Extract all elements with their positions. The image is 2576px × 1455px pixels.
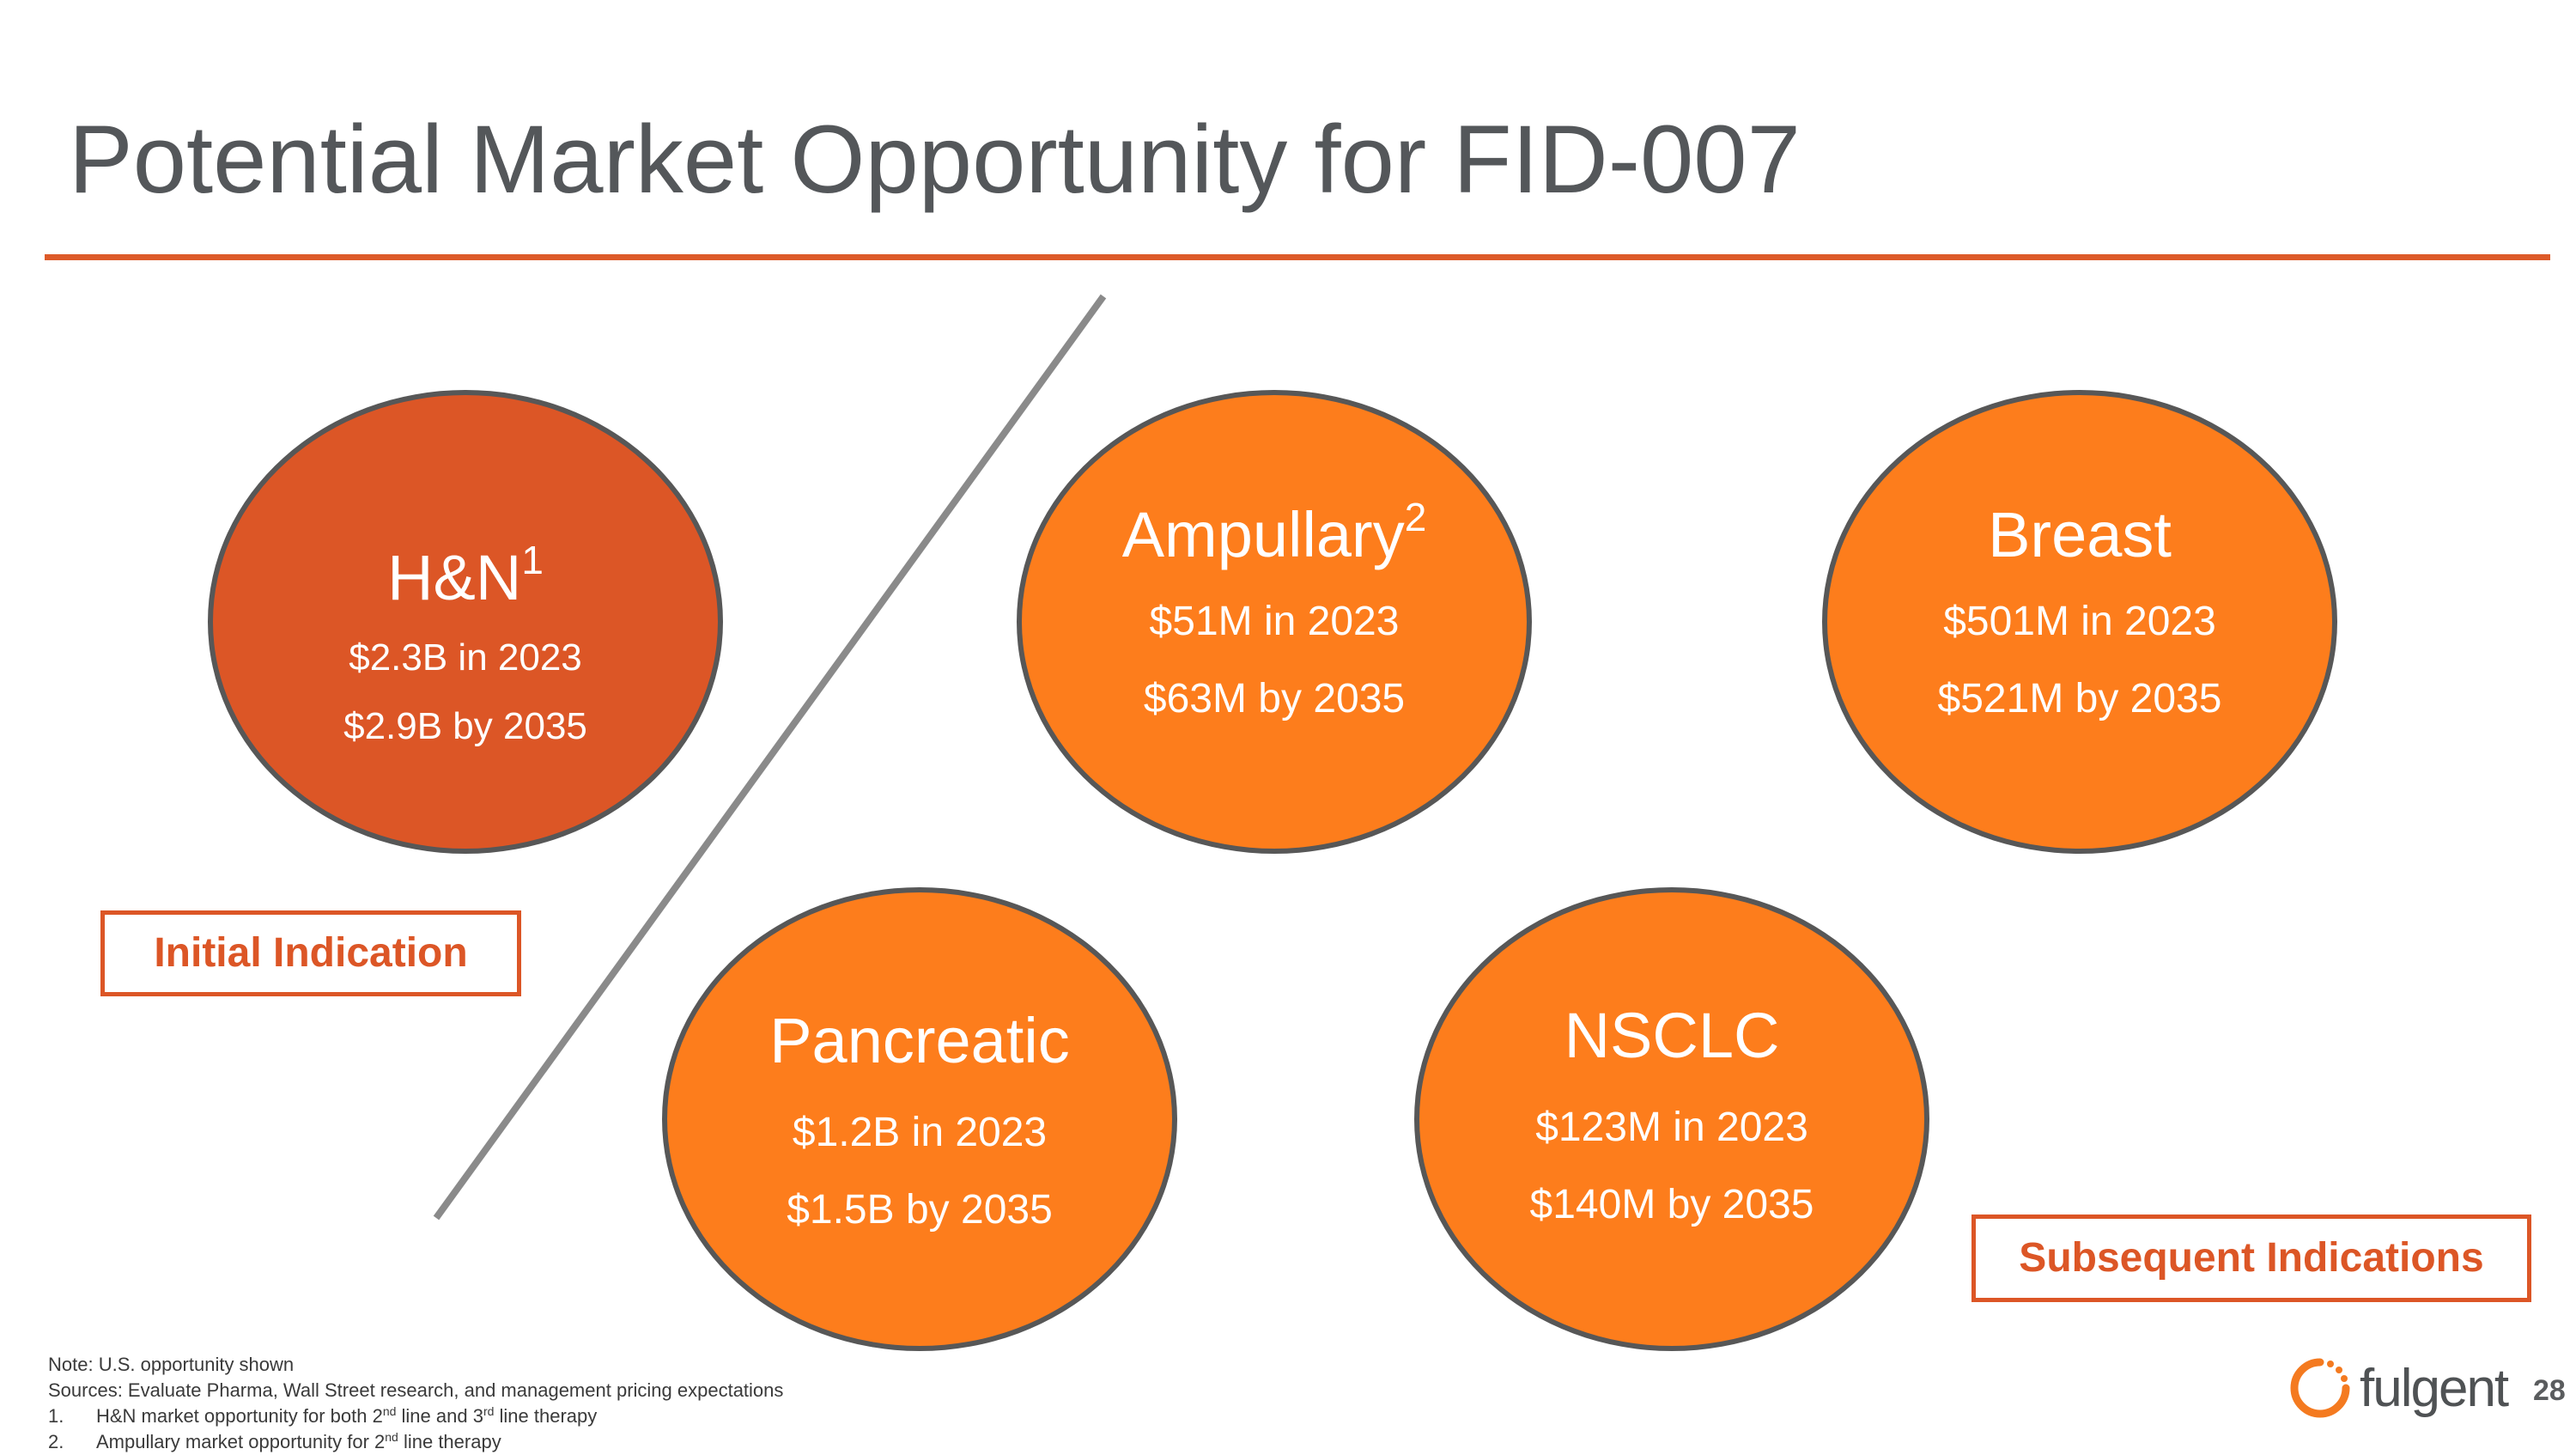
slide-title: Potential Market Opportunity for FID-007 <box>69 106 1801 213</box>
bubble-ampullary-value-2035: $63M by 2035 <box>1143 676 1406 721</box>
bubble-nsclc: NSCLC $123M in 2023 $140M by 2035 <box>1414 887 1929 1351</box>
footnotes: Note: U.S. opportunity shown Sources: Ev… <box>48 1352 783 1455</box>
bubble-ampullary: Ampullary2 $51M in 2023 $63M by 2035 <box>1017 390 1532 854</box>
bubble-pancreatic-title: Pancreatic <box>769 1005 1070 1076</box>
bubble-pancreatic-value-2023: $1.2B in 2023 <box>792 1110 1048 1155</box>
bubble-nsclc-title: NSCLC <box>1564 1000 1780 1071</box>
bubble-ampullary-value-2023: $51M in 2023 <box>1149 599 1400 644</box>
bubble-hn-value-2035: $2.9B by 2035 <box>343 705 587 747</box>
bubble-breast: Breast $501M in 2023 $521M by 2035 <box>1822 390 2337 854</box>
bubble-ampullary-title: Ampullary2 <box>1121 495 1427 570</box>
bubble-hn-title: H&N1 <box>387 538 544 613</box>
bubble-breast-value-2035: $521M by 2035 <box>1937 676 2222 721</box>
page-number: 28 <box>2533 1374 2566 1407</box>
footnote-2: 2. Ampullary market opportunity for 2nd l… <box>48 1430 501 1452</box>
footnote-note: Note: U.S. opportunity shown <box>48 1354 295 1375</box>
bubble-nsclc-value-2035: $140M by 2035 <box>1529 1182 1814 1227</box>
title-underline <box>45 254 2550 260</box>
initial-indication-label: Initial Indication <box>100 910 521 996</box>
bubble-pancreatic: Pancreatic $1.2B in 2023 $1.5B by 2035 <box>662 887 1177 1351</box>
bubble-hn: H&N1 $2.3B in 2023 $2.9B by 2035 <box>208 390 723 854</box>
footnote-1: 1. H&N market opportunity for both 2nd li… <box>48 1404 598 1427</box>
fulgent-logo: fulgent <box>2286 1354 2509 1422</box>
footnote-sources: Sources: Evaluate Pharma, Wall Street re… <box>48 1379 784 1401</box>
fulgent-ring-icon <box>2290 1358 2350 1418</box>
bubble-nsclc-value-2023: $123M in 2023 <box>1535 1105 1808 1150</box>
bubble-pancreatic-value-2035: $1.5B by 2035 <box>787 1187 1053 1233</box>
bubble-breast-value-2023: $501M in 2023 <box>1943 599 2216 644</box>
subsequent-indications-label: Subsequent Indications <box>1971 1215 2531 1302</box>
logo-text: fulgent <box>2360 1358 2509 1418</box>
bubble-breast-title: Breast <box>1988 499 2172 570</box>
bubble-hn-value-2023: $2.3B in 2023 <box>349 636 582 679</box>
